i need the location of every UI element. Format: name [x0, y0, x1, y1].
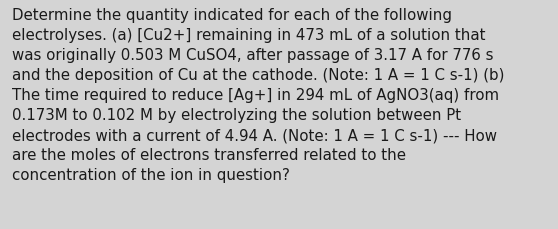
- Text: Determine the quantity indicated for each of the following
electrolyses. (a) [Cu: Determine the quantity indicated for eac…: [12, 8, 505, 183]
